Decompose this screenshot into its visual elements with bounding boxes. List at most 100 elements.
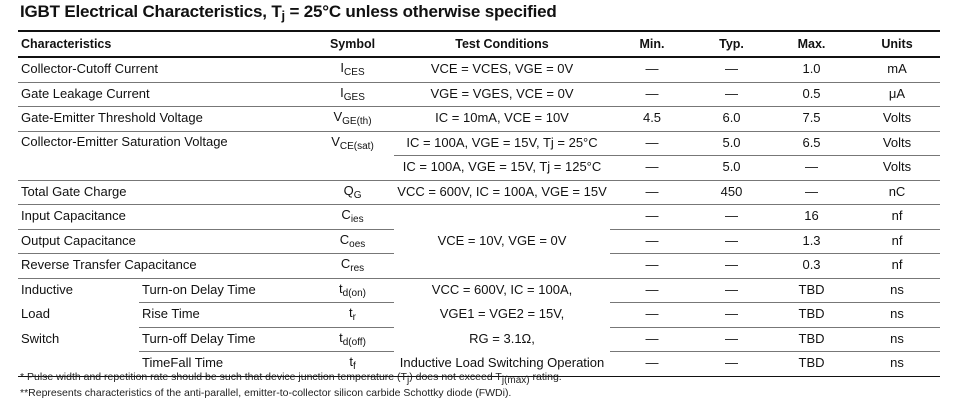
table-row: Gate-Emitter Threshold Voltage VGE(th) I… <box>18 106 941 132</box>
row-symbol: Cres <box>311 253 395 279</box>
table-row: Load Rise Time tr VGE1 = VGE2 = 15V, — —… <box>18 302 941 328</box>
row-name: TimeFall Time <box>139 351 312 377</box>
row-group <box>18 351 139 377</box>
row-unit: nf <box>854 204 941 230</box>
header-min: Min. <box>610 30 695 58</box>
row-min: — <box>610 57 695 83</box>
row-name: Total Gate Charge <box>18 180 312 205</box>
table-header-row: Characteristics Symbol Test Conditions M… <box>18 30 941 58</box>
table-row: IC = 100A, VGE = 15V, Tj = 125°C — 5.0 —… <box>18 155 941 181</box>
row-name: Turn-off Delay Time <box>139 327 312 352</box>
row-min: — <box>610 327 695 352</box>
table-row: Switch Turn-off Delay Time td(off) RG = … <box>18 327 941 352</box>
row-min: — <box>610 229 695 254</box>
capacitance-condition: VCE = 10V, VGE = 0V <box>394 204 611 279</box>
row-max: 1.0 <box>769 57 855 83</box>
row-condition: VGE = VGES, VCE = 0V <box>394 82 611 107</box>
table-row: Reverse Transfer Capacitance Cres — — 0.… <box>18 253 941 279</box>
row-typ: 5.0 <box>694 155 770 181</box>
table-row: TimeFall Time tf Inductive Load Switchin… <box>18 351 941 377</box>
row-typ: — <box>694 278 770 303</box>
row-condition: VCC = 600V, IC = 100A, <box>431 282 573 298</box>
header-test-conditions: Test Conditions <box>394 30 611 58</box>
row-typ: — <box>694 57 770 83</box>
row-max: TBD <box>769 302 855 328</box>
row-max: 6.5 <box>769 131 855 156</box>
header-units: Units <box>854 30 941 58</box>
table-row: Inductive Turn-on Delay Time td(on) VCC … <box>18 278 941 303</box>
row-condition: VGE1 = VGE2 = 15V, <box>439 306 565 322</box>
row-unit: mA <box>854 57 941 83</box>
row-name: Reverse Transfer Capacitance <box>18 253 312 279</box>
row-group: Inductive <box>21 282 74 298</box>
row-min: 4.5 <box>610 106 695 132</box>
row-min: — <box>610 155 695 181</box>
row-name: Collector-Cutoff Current <box>18 57 312 83</box>
row-typ: 6.0 <box>694 106 770 132</box>
row-min: — <box>610 204 695 230</box>
header-characteristics: Characteristics <box>18 30 312 58</box>
header-symbol: Symbol <box>311 30 395 58</box>
row-symbol: VGE(th) <box>311 106 395 132</box>
row-symbol: tf <box>311 351 395 377</box>
row-min: — <box>610 278 695 303</box>
row-unit: ns <box>854 302 941 328</box>
row-name: Turn-on Delay Time <box>139 278 312 303</box>
row-unit: ns <box>854 327 941 352</box>
section-title: IGBT Electrical Characteristics, Tj = 25… <box>20 2 557 23</box>
row-symbol: Cies <box>311 204 395 230</box>
footnotes: * Pulse width and repetition rate should… <box>20 371 950 400</box>
row-unit: ns <box>854 278 941 303</box>
row-typ: — <box>694 351 770 377</box>
row-typ: — <box>694 302 770 328</box>
row-unit: ns <box>854 351 941 377</box>
row-name: Input Capacitance <box>18 204 312 230</box>
row-condition: Inductive Load Switching Operation <box>394 351 611 377</box>
row-condition: IC = 100A, VGE = 15V, Tj = 25°C <box>394 131 611 156</box>
row-max: 16 <box>769 204 855 230</box>
row-min: — <box>610 302 695 328</box>
row-unit: nf <box>854 253 941 279</box>
igbt-characteristics-table: Characteristics Symbol Test Conditions M… <box>18 30 941 377</box>
row-unit: Volts <box>854 106 941 132</box>
row-max: TBD <box>769 327 855 352</box>
row-name: Rise Time <box>139 302 312 328</box>
table-row: Gate Leakage Current IGES VGE = VGES, VC… <box>18 82 941 107</box>
header-max: Max. <box>769 30 855 58</box>
row-min: — <box>610 253 695 279</box>
row-typ: — <box>694 229 770 254</box>
row-max: 0.3 <box>769 253 855 279</box>
row-symbol: VCE(sat) <box>311 131 395 181</box>
row-symbol: td(off) <box>311 327 395 352</box>
row-name: Output Capacitance <box>18 229 312 254</box>
row-symbol: ICES <box>311 57 395 83</box>
row-unit: Volts <box>854 155 941 181</box>
table-row: Input Capacitance Cies VCE = 10V, VGE = … <box>18 204 941 279</box>
row-group: Switch <box>21 330 60 346</box>
row-condition: IC = 100A, VGE = 15V, Tj = 125°C <box>394 155 611 181</box>
table-row: Collector-Cutoff Current ICES VCE = VCES… <box>18 57 941 83</box>
row-typ: — <box>694 253 770 279</box>
row-condition: VCC = 600V, IC = 100A, VGE = 15V <box>394 180 611 205</box>
row-max: — <box>769 180 855 205</box>
row-group: Load <box>21 306 50 322</box>
row-max: — <box>769 155 855 181</box>
footnote-fwdi: **Represents characteristics of the anti… <box>20 387 512 399</box>
row-typ: — <box>694 204 770 230</box>
row-unit: Volts <box>854 131 941 156</box>
table-row: Output Capacitance Coes — — 1.3 nf <box>18 229 941 254</box>
row-max: TBD <box>769 351 855 377</box>
table-row: Total Gate Charge QG VCC = 600V, IC = 10… <box>18 180 941 205</box>
row-typ: — <box>694 327 770 352</box>
row-unit: μA <box>854 82 941 107</box>
row-typ: 450 <box>694 180 770 205</box>
row-symbol: td(on) <box>311 278 395 303</box>
row-max: 1.3 <box>769 229 855 254</box>
row-condition: VCE = VCES, VGE = 0V <box>394 57 611 83</box>
row-unit: nf <box>854 229 941 254</box>
row-name: Gate-Emitter Threshold Voltage <box>18 106 312 132</box>
row-symbol: IGES <box>311 82 395 107</box>
row-symbol: QG <box>311 180 395 205</box>
row-max: 0.5 <box>769 82 855 107</box>
